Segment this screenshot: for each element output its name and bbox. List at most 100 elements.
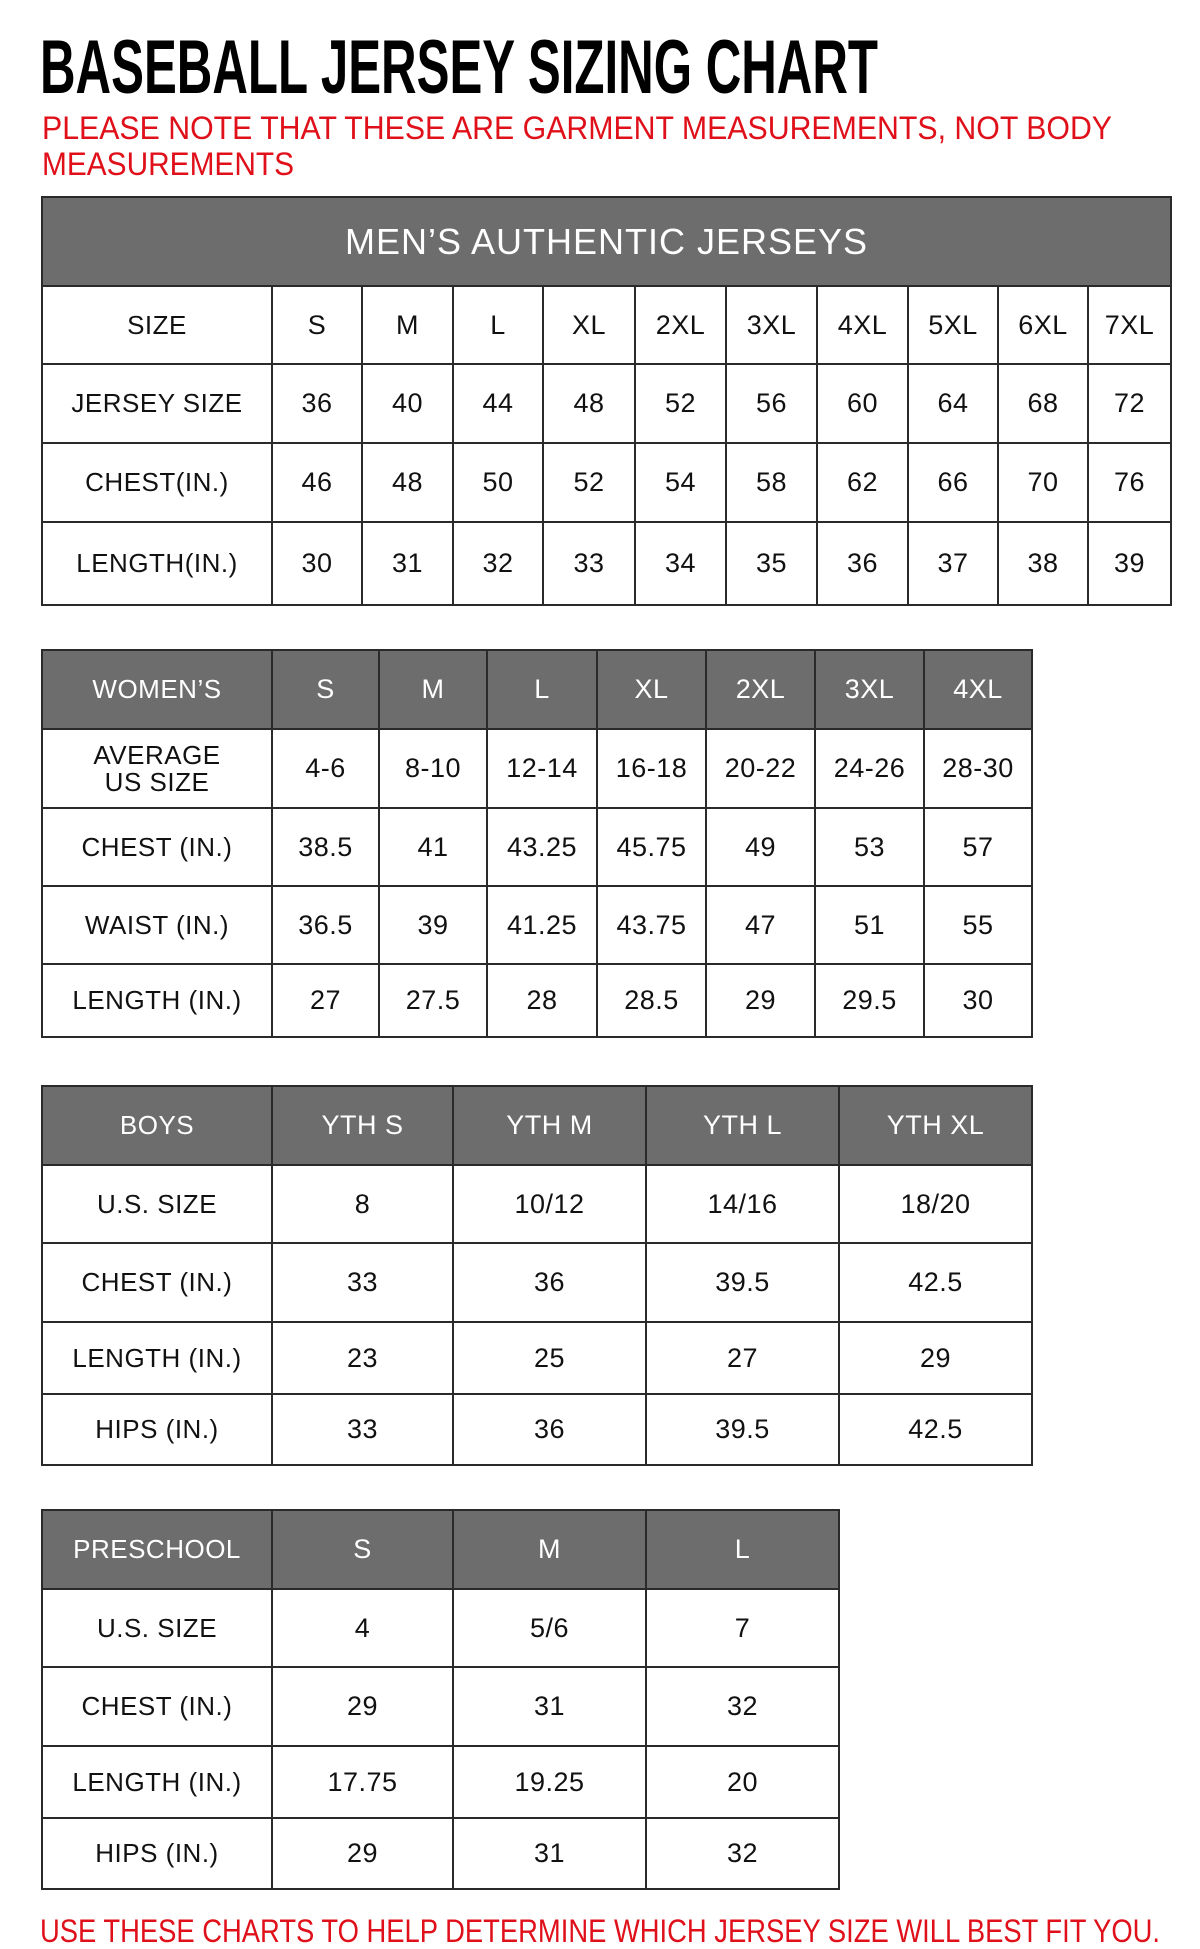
cell-value: 5/6: [452, 1588, 647, 1668]
size-header: 2XL: [634, 285, 727, 365]
size-header: 2XL: [705, 649, 816, 730]
header-row: SIZE S M L XL 2XL 3XL 4XL 5XL 6XL 7XL: [41, 285, 1173, 365]
size-header: M: [378, 649, 488, 730]
cell-value: 28.5: [596, 963, 707, 1038]
row-label: LENGTH (IN.): [41, 963, 273, 1038]
size-header: 6XL: [997, 285, 1089, 365]
size-header: S: [271, 1509, 454, 1590]
cell-value: 8: [271, 1164, 454, 1244]
cell-value: 25: [452, 1321, 647, 1395]
table-row: LENGTH(IN.) 30 31 32 33 34 35 36 37 38 39: [41, 521, 1173, 606]
cell-value: 28: [486, 963, 598, 1038]
table-row: HIPS (IN.) 29 31 32: [41, 1817, 840, 1890]
cell-value: 12-14: [486, 728, 598, 809]
cell-value: 28-30: [923, 728, 1033, 809]
cell-value: 30: [923, 963, 1033, 1038]
cell-value: 44: [452, 363, 544, 444]
cell-value: 33: [271, 1393, 454, 1466]
page-title: BASEBALL JERSEY SIZING CHART: [40, 25, 879, 110]
cell-value: 4-6: [271, 728, 380, 809]
cell-value: 31: [452, 1817, 647, 1890]
cell-value: 29: [705, 963, 816, 1038]
cell-value: 34: [634, 521, 727, 606]
garment-note-line2: MEASUREMENTS: [42, 146, 294, 182]
header-row: BOYS YTH S YTH M YTH L YTH XL: [41, 1085, 1033, 1166]
row-label: HIPS (IN.): [41, 1817, 273, 1890]
header-row: PRESCHOOL S M L: [41, 1509, 840, 1590]
row-label: LENGTH (IN.): [41, 1745, 273, 1819]
cell-value: 39.5: [645, 1393, 840, 1466]
row-label: HIPS (IN.): [41, 1393, 273, 1466]
table-row: WAIST (IN.) 36.5 39 41.25 43.75 47 51 55: [41, 885, 1033, 965]
table-row: LENGTH (IN.) 27 27.5 28 28.5 29 29.5 30: [41, 963, 1033, 1038]
cell-value: 68: [997, 363, 1089, 444]
row-label: JERSEY SIZE: [41, 363, 273, 444]
size-header: L: [452, 285, 544, 365]
cell-value: 14/16: [645, 1164, 840, 1244]
cell-value: 58: [725, 442, 818, 523]
row-label: CHEST(IN.): [41, 442, 273, 523]
cell-value: 4: [271, 1588, 454, 1668]
cell-value: 27: [645, 1321, 840, 1395]
cell-value: 60: [816, 363, 909, 444]
cell-value: 42.5: [838, 1242, 1033, 1323]
table-row: CHEST (IN.) 33 36 39.5 42.5: [41, 1242, 1033, 1323]
cell-value: 19.25: [452, 1745, 647, 1819]
cell-value: 39.5: [645, 1242, 840, 1323]
cell-value: 33: [542, 521, 636, 606]
cell-value: 23: [271, 1321, 454, 1395]
size-header: XL: [542, 285, 636, 365]
cell-value: 64: [907, 363, 999, 444]
size-header: 5XL: [907, 285, 999, 365]
mens-table-banner: MEN’S AUTHENTIC JERSEYS: [40, 196, 1173, 287]
row-label: LENGTH(IN.): [41, 521, 273, 606]
row-label: U.S. SIZE: [41, 1588, 273, 1668]
cell-value: 55: [923, 885, 1033, 965]
table-row: CHEST (IN.) 29 31 32: [41, 1666, 840, 1747]
cell-value: 39: [378, 885, 488, 965]
cell-value: 38.5: [271, 807, 380, 887]
row-label: LENGTH (IN.): [41, 1321, 273, 1395]
cell-value: 35: [725, 521, 818, 606]
size-header: M: [361, 285, 454, 365]
header-label: WOMEN’S: [41, 649, 273, 730]
table-row: JERSEY SIZE 36 40 44 48 52 56 60 64 68 72: [41, 363, 1173, 444]
size-header: 4XL: [816, 285, 909, 365]
size-header: 7XL: [1086, 285, 1173, 365]
size-header: YTH S: [271, 1085, 454, 1166]
table-row: U.S. SIZE 8 10/12 14/16 18/20: [41, 1164, 1033, 1244]
cell-value: 16-18: [596, 728, 707, 809]
cell-value: 20: [645, 1745, 840, 1819]
cell-value: 18/20: [838, 1164, 1033, 1244]
size-header: S: [271, 285, 363, 365]
table-row: HIPS (IN.) 33 36 39.5 42.5: [41, 1393, 1033, 1466]
cell-value: 37: [907, 521, 999, 606]
cell-value: 10/12: [452, 1164, 647, 1244]
cell-value: 62: [816, 442, 909, 523]
table-row: CHEST (IN.) 38.5 41 43.25 45.75 49 53 57: [41, 807, 1033, 887]
table-row: AVERAGE US SIZE 4-6 8-10 12-14 16-18 20-22 24-…: [41, 728, 1033, 809]
cell-value: 72: [1086, 363, 1173, 444]
cell-value: 52: [542, 442, 636, 523]
cell-value: 57: [923, 807, 1033, 887]
cell-value: 48: [361, 442, 454, 523]
cell-value: 47: [705, 885, 816, 965]
cell-value: 27.5: [378, 963, 488, 1038]
cell-value: 7: [645, 1588, 840, 1668]
table-row: LENGTH (IN.) 23 25 27 29: [41, 1321, 1033, 1395]
cell-value: 43.25: [486, 807, 598, 887]
cell-value: 39: [1086, 521, 1173, 606]
cell-value: 32: [645, 1666, 840, 1747]
cell-value: 54: [634, 442, 727, 523]
footer-note: USE THESE CHARTS TO HELP DETERMINE WHICH…: [40, 1913, 1160, 1949]
cell-value: 49: [705, 807, 816, 887]
row-label: WAIST (IN.): [41, 885, 273, 965]
size-header: YTH XL: [838, 1085, 1033, 1166]
table-row: U.S. SIZE 4 5/6 7: [41, 1588, 840, 1668]
header-label: PRESCHOOL: [41, 1509, 273, 1590]
row-label: U.S. SIZE: [41, 1164, 273, 1244]
size-header: YTH L: [645, 1085, 840, 1166]
cell-value: 51: [814, 885, 925, 965]
header-row: WOMEN’S S M L XL 2XL 3XL 4XL: [41, 649, 1033, 730]
cell-value: 29: [838, 1321, 1033, 1395]
